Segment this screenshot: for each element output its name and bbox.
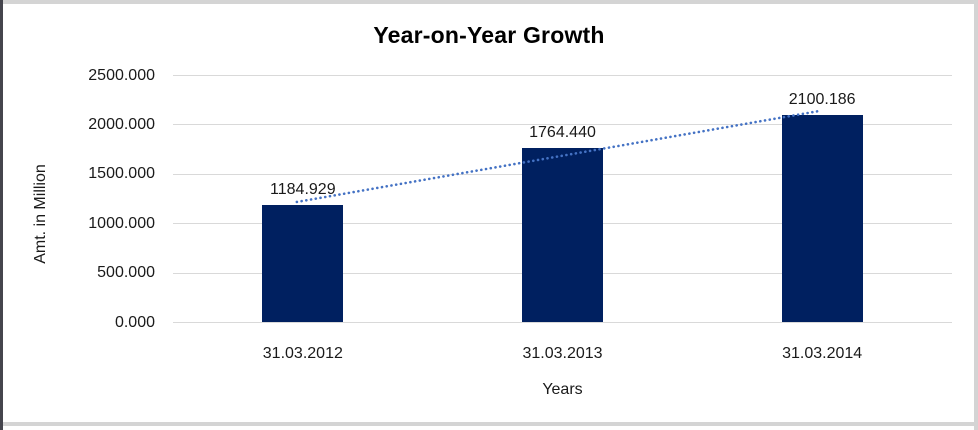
bar-31.03.2012 (262, 204, 344, 322)
y-axis-tick-label: 2500.000 (88, 66, 155, 84)
gridline (173, 322, 952, 323)
bar-31.03.2014 (781, 114, 863, 322)
x-axis-tick-label: 31.03.2014 (782, 345, 863, 362)
frame-border-left (0, 0, 3, 430)
y-axis-tick-label: 500.000 (97, 264, 155, 282)
gridline (173, 75, 952, 76)
data-label: 1184.929 (270, 180, 336, 198)
x-axis-tick-label: 31.03.2013 (522, 345, 603, 362)
y-axis-tick-label: 2000.000 (88, 115, 155, 133)
y-axis-tick-label: 1000.000 (88, 214, 155, 232)
x-axis-tick-label: 31.03.2012 (262, 345, 343, 362)
chart-title: Year-on-Year Growth (373, 22, 605, 48)
frame-border-bottom (0, 422, 978, 426)
x-axis-title: Years (542, 381, 583, 398)
y-axis-tick-label: 0.000 (114, 313, 155, 331)
data-label: 1764.440 (529, 123, 596, 141)
bar-31.03.2013 (522, 147, 603, 322)
frame-border-right (974, 0, 978, 430)
data-label: 2100.186 (788, 90, 856, 108)
y-axis-tick-label: 1500.000 (88, 165, 155, 183)
frame-border-top (0, 0, 978, 4)
